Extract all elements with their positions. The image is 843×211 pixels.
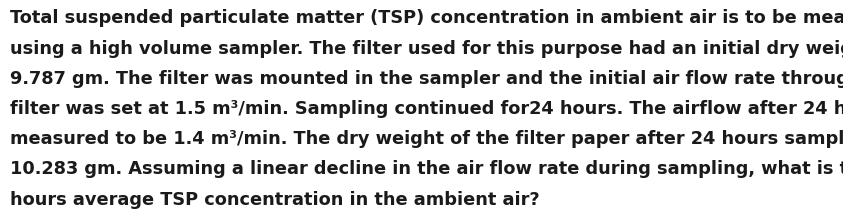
Text: Total suspended particulate matter (TSP) concentration in ambient air is to be m: Total suspended particulate matter (TSP)… (10, 9, 843, 27)
Text: 9.787 gm. The filter was mounted in the sampler and the initial air flow rate th: 9.787 gm. The filter was mounted in the … (10, 70, 843, 88)
Text: filter was set at 1.5 m³/min. Sampling continued for24 hours. The airflow after : filter was set at 1.5 m³/min. Sampling c… (10, 100, 843, 118)
Text: using a high volume sampler. The filter used for this purpose had an initial dry: using a high volume sampler. The filter … (10, 40, 843, 58)
Text: 10.283 gm. Assuming a linear decline in the air flow rate during sampling, what : 10.283 gm. Assuming a linear decline in … (10, 160, 843, 178)
Text: hours average TSP concentration in the ambient air?: hours average TSP concentration in the a… (10, 191, 540, 208)
Text: measured to be 1.4 m³/min. The dry weight of the filter paper after 24 hours sam: measured to be 1.4 m³/min. The dry weigh… (10, 130, 843, 148)
